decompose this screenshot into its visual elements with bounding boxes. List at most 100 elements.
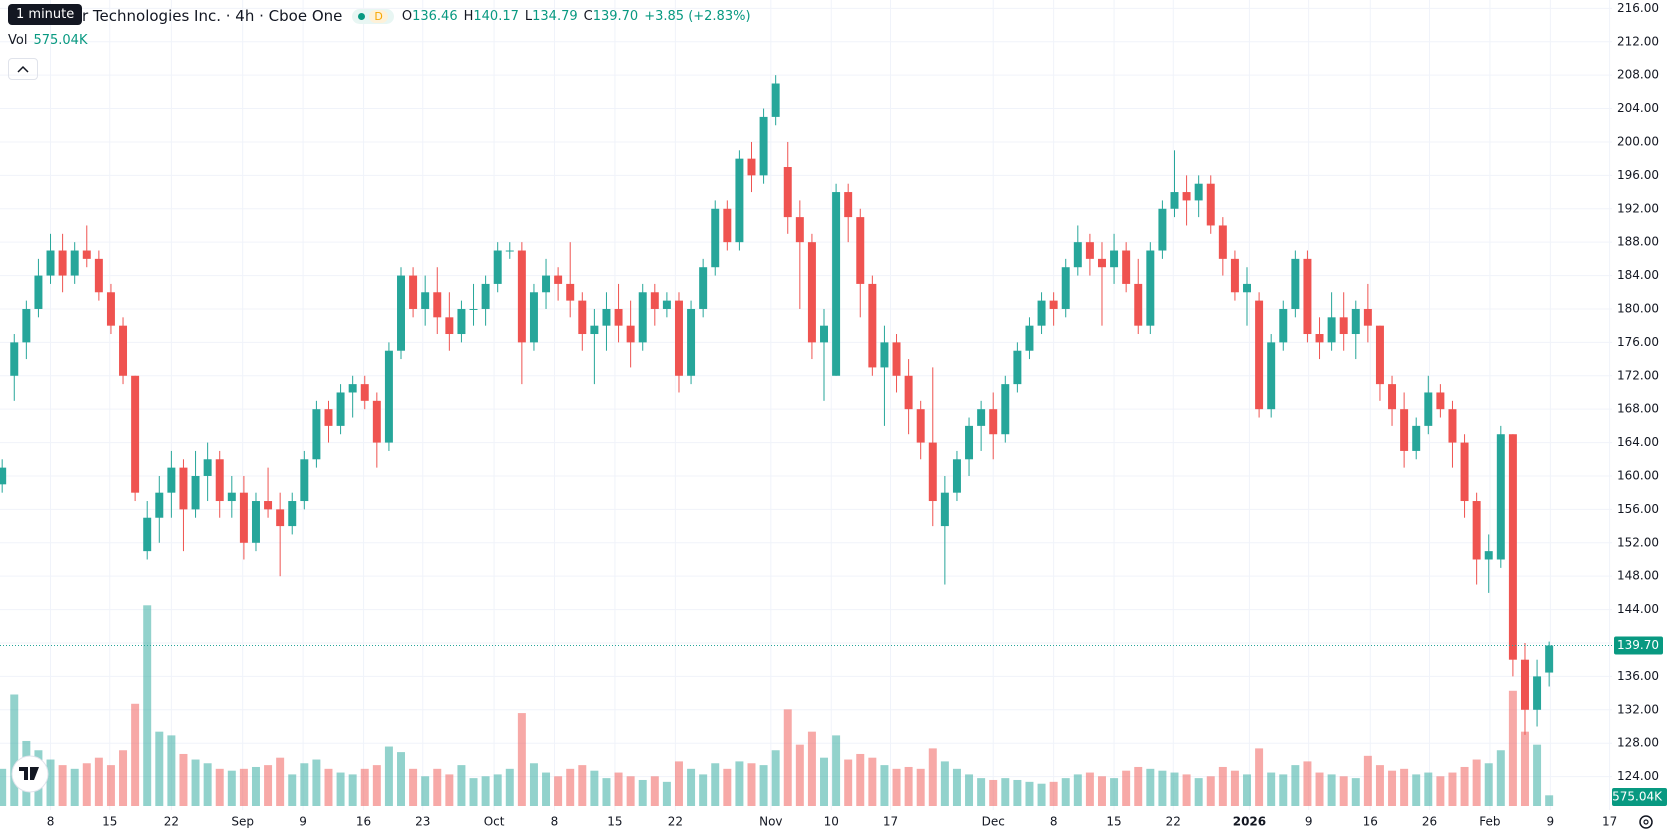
y-tick-label: 124.00 <box>1617 769 1659 783</box>
volume-bar <box>1206 776 1215 806</box>
y-tick-label: 208.00 <box>1617 68 1659 82</box>
volume-bar <box>143 605 152 806</box>
volume-bar <box>94 757 103 806</box>
candle-body <box>783 167 792 218</box>
volume-bar <box>723 768 732 806</box>
volume-bar <box>227 770 236 806</box>
volume-bar <box>433 768 442 806</box>
volume-bar <box>1097 776 1106 806</box>
symbol-title[interactable]: r Technologies Inc. · 4h · Cboe One <box>82 7 343 25</box>
high-value: 140.17 <box>473 8 519 24</box>
candle-body <box>1158 208 1167 251</box>
volume-key: Vol <box>8 32 28 48</box>
volume-bar <box>324 768 333 806</box>
volume-bar <box>1013 779 1022 806</box>
volume-bar <box>1182 774 1191 806</box>
candle-body <box>674 300 683 376</box>
volume-bar <box>1520 731 1529 806</box>
candle-body <box>1400 409 1409 451</box>
volume-bar <box>542 772 551 806</box>
volume-bar <box>1158 770 1167 806</box>
x-tick-label: 10 <box>824 815 839 829</box>
volume-bar <box>106 765 115 806</box>
candle-body <box>1472 501 1481 560</box>
candle-body <box>1351 308 1360 335</box>
candle-body <box>928 442 937 502</box>
volume-bar <box>1218 766 1227 806</box>
collapse-button[interactable] <box>8 58 38 80</box>
volume-bar <box>384 746 393 806</box>
volume-bar <box>493 774 502 806</box>
candle-body <box>1085 242 1094 259</box>
x-tick-label: 22 <box>164 815 179 829</box>
x-tick-label: Sep <box>231 815 254 829</box>
volume-bar <box>1436 776 1445 806</box>
close-value: 139.70 <box>592 8 639 24</box>
candle-body <box>1218 225 1227 259</box>
x-tick-label: 15 <box>607 815 622 829</box>
candle-body <box>1533 676 1542 710</box>
volume-bar <box>759 765 768 806</box>
volume-bar <box>348 774 357 806</box>
x-tick-label: Feb <box>1479 815 1500 829</box>
candle-body <box>856 217 865 284</box>
candle-body <box>880 342 889 368</box>
volume-bar <box>1496 750 1505 806</box>
x-tick-label: 16 <box>1363 815 1378 829</box>
candle-body <box>251 501 260 543</box>
y-tick-label: 144.00 <box>1617 602 1659 616</box>
x-tick-label: 22 <box>1166 815 1181 829</box>
candle-body <box>916 409 925 443</box>
volume-bar <box>554 776 563 806</box>
candle-body <box>1545 645 1554 673</box>
candle-body <box>554 275 563 284</box>
volume-bar <box>1388 770 1397 806</box>
candle-body <box>409 275 418 309</box>
candle-body <box>1170 192 1179 209</box>
x-tick-label: 17 <box>883 815 898 829</box>
candle-body <box>469 308 478 310</box>
candle-body <box>227 492 236 502</box>
candle-body <box>312 409 321 460</box>
volume-bar <box>1194 778 1203 806</box>
ohlc-key: L <box>524 8 533 24</box>
candle-body <box>735 158 744 243</box>
y-tick-label: 152.00 <box>1617 535 1659 549</box>
candle-body <box>34 275 43 309</box>
volume-bar <box>965 774 974 806</box>
volume-bar <box>1339 776 1348 806</box>
last-price-tag <box>1614 636 1663 655</box>
volume-bar <box>397 752 405 806</box>
volume-bar <box>1279 774 1288 806</box>
volume-bar <box>868 757 877 806</box>
y-tick-label: 148.00 <box>1617 569 1659 583</box>
volume-bar <box>1351 778 1360 806</box>
settings-icon[interactable] <box>1639 815 1653 829</box>
status[interactable]: D <box>352 8 394 24</box>
tv-logo <box>11 755 49 793</box>
volume-bar <box>602 778 611 806</box>
candle-body <box>119 325 128 376</box>
candle-body <box>566 283 575 301</box>
candle-body <box>384 350 393 443</box>
candle-body <box>288 501 297 527</box>
volume-bar <box>155 731 164 806</box>
volume-bar <box>807 731 816 806</box>
volume-bar <box>0 768 7 806</box>
volume-bar <box>264 765 273 806</box>
x-tick-label: Oct <box>484 815 505 829</box>
volume-bar <box>457 765 466 806</box>
volume-bar <box>856 753 865 806</box>
volume-bar <box>58 765 67 806</box>
candle-body <box>324 409 333 426</box>
candle-body <box>1291 258 1300 309</box>
volume-bar <box>638 779 647 806</box>
volume-bar <box>529 763 538 806</box>
candle-body <box>687 308 696 376</box>
volume-bar <box>928 748 937 806</box>
volume-bar <box>288 774 297 806</box>
volume-bar <box>360 768 369 806</box>
candle-body <box>529 292 538 343</box>
candle-body <box>0 467 7 485</box>
volume-bar <box>1049 781 1058 806</box>
